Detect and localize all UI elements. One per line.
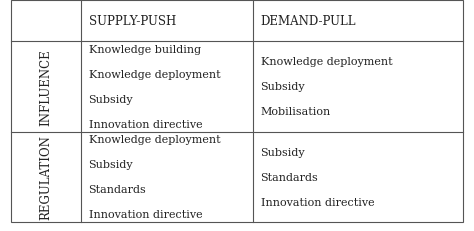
Text: Knowledge building: Knowledge building [89, 45, 201, 55]
Text: Subsidy: Subsidy [89, 94, 133, 104]
Text: Subsidy: Subsidy [261, 82, 305, 92]
Text: REGULATION: REGULATION [40, 135, 53, 219]
Text: Knowledge deployment: Knowledge deployment [89, 135, 220, 145]
Text: Mobilisation: Mobilisation [261, 107, 331, 117]
Text: DEMAND-PULL: DEMAND-PULL [261, 15, 356, 28]
Text: INFLUENCE: INFLUENCE [40, 49, 53, 125]
Text: Subsidy: Subsidy [89, 160, 133, 170]
Text: Subsidy: Subsidy [261, 147, 305, 157]
Text: Knowledge deployment: Knowledge deployment [89, 70, 220, 79]
Text: Innovation directive: Innovation directive [89, 119, 202, 129]
Text: Standards: Standards [261, 172, 319, 182]
Text: Innovation directive: Innovation directive [261, 197, 374, 207]
Text: Innovation directive: Innovation directive [89, 209, 202, 219]
Text: Knowledge deployment: Knowledge deployment [261, 57, 392, 67]
Text: SUPPLY-PUSH: SUPPLY-PUSH [89, 15, 176, 28]
Text: Standards: Standards [89, 184, 146, 194]
